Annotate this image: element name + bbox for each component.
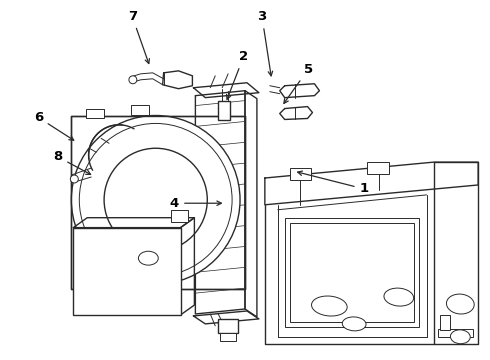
Bar (441, 315, 450, 330)
Bar (74, 228, 180, 315)
Bar (86, 109, 104, 118)
Text: 8: 8 (53, 150, 91, 175)
Circle shape (104, 148, 207, 251)
Ellipse shape (450, 330, 470, 344)
Bar (220, 333, 236, 341)
Ellipse shape (312, 296, 347, 316)
Bar (86, 287, 104, 297)
Bar (285, 218, 418, 327)
Text: 1: 1 (297, 171, 368, 195)
Text: 5: 5 (284, 63, 313, 103)
Bar (131, 105, 149, 114)
Bar (72, 116, 245, 289)
Bar (290, 223, 414, 322)
Circle shape (71, 175, 78, 183)
Ellipse shape (342, 317, 366, 331)
Bar (439, 329, 473, 337)
Text: 3: 3 (257, 10, 272, 76)
Bar (218, 100, 230, 121)
Bar (367, 162, 389, 174)
Text: 2: 2 (226, 50, 248, 99)
Bar (290, 168, 312, 180)
Circle shape (72, 116, 240, 284)
Circle shape (129, 76, 137, 84)
Ellipse shape (139, 251, 158, 265)
Ellipse shape (384, 288, 414, 306)
Text: 7: 7 (127, 10, 149, 63)
Bar (171, 210, 189, 222)
Bar (218, 319, 238, 333)
Ellipse shape (446, 294, 474, 314)
Text: 6: 6 (34, 111, 74, 140)
Text: 4: 4 (170, 197, 221, 210)
